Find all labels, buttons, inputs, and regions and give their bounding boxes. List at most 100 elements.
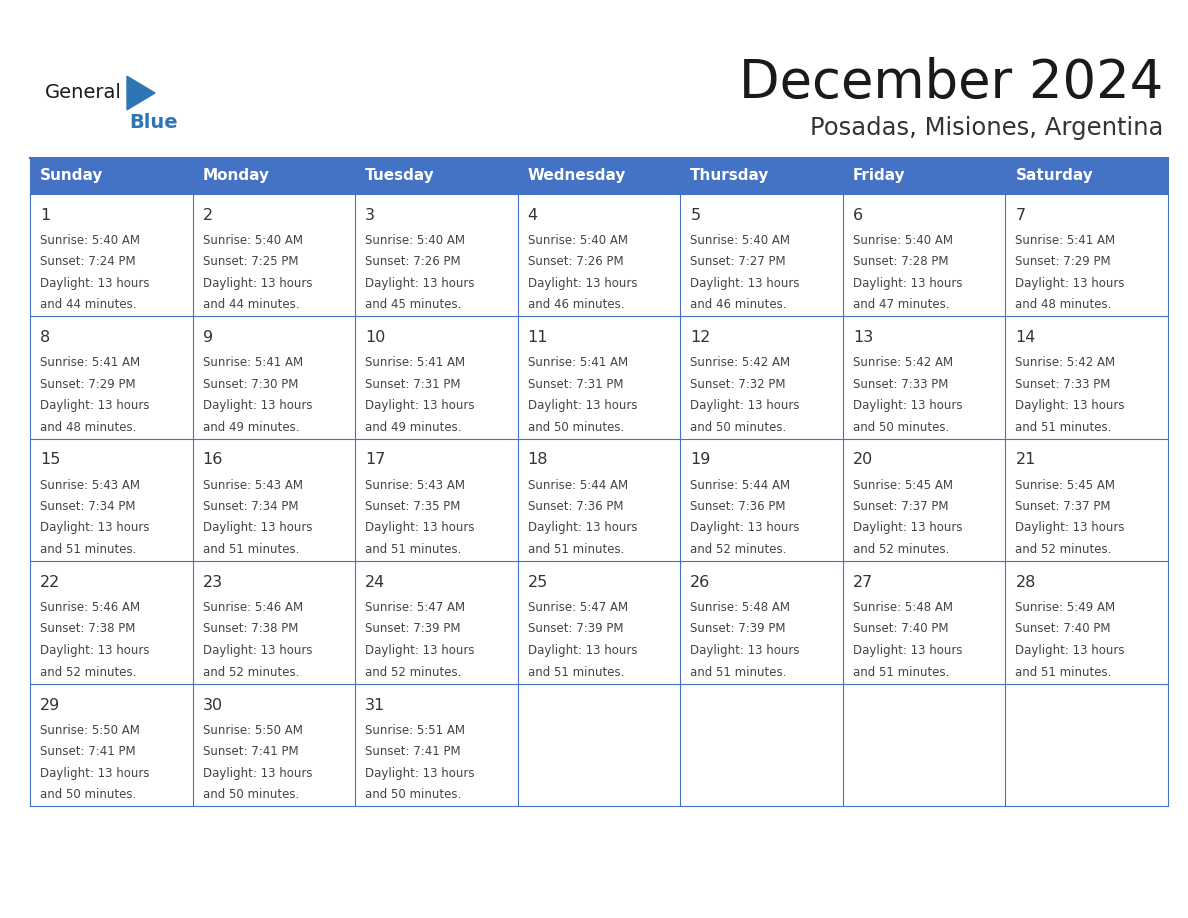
Text: Sunrise: 5:42 AM: Sunrise: 5:42 AM xyxy=(1016,356,1116,369)
Text: Daylight: 13 hours: Daylight: 13 hours xyxy=(40,399,150,412)
Text: Daylight: 13 hours: Daylight: 13 hours xyxy=(203,399,312,412)
Text: Sunset: 7:39 PM: Sunset: 7:39 PM xyxy=(527,622,624,635)
Text: 31: 31 xyxy=(365,698,385,712)
Text: and 46 minutes.: and 46 minutes. xyxy=(527,298,624,311)
Text: 25: 25 xyxy=(527,575,548,590)
Text: Sunrise: 5:41 AM: Sunrise: 5:41 AM xyxy=(365,356,466,369)
Text: and 49 minutes.: and 49 minutes. xyxy=(203,420,299,433)
Text: and 44 minutes.: and 44 minutes. xyxy=(40,298,137,311)
Text: and 45 minutes.: and 45 minutes. xyxy=(365,298,461,311)
Bar xyxy=(1005,158,1168,194)
Text: Sunset: 7:25 PM: Sunset: 7:25 PM xyxy=(203,255,298,268)
Text: Sunset: 7:38 PM: Sunset: 7:38 PM xyxy=(40,622,135,635)
Text: Sunset: 7:24 PM: Sunset: 7:24 PM xyxy=(40,255,135,268)
Text: 11: 11 xyxy=(527,330,548,345)
Text: Sunrise: 5:41 AM: Sunrise: 5:41 AM xyxy=(203,356,303,369)
Text: General: General xyxy=(45,84,122,103)
Text: Daylight: 13 hours: Daylight: 13 hours xyxy=(527,521,637,534)
Text: Sunset: 7:26 PM: Sunset: 7:26 PM xyxy=(527,255,624,268)
Text: Sunset: 7:41 PM: Sunset: 7:41 PM xyxy=(365,745,461,758)
Text: Sunrise: 5:48 AM: Sunrise: 5:48 AM xyxy=(853,601,953,614)
Text: 7: 7 xyxy=(1016,207,1025,222)
Text: Sunset: 7:30 PM: Sunset: 7:30 PM xyxy=(203,377,298,390)
Text: Sunset: 7:26 PM: Sunset: 7:26 PM xyxy=(365,255,461,268)
Text: 29: 29 xyxy=(40,698,61,712)
Text: Posadas, Misiones, Argentina: Posadas, Misiones, Argentina xyxy=(810,116,1163,140)
Text: 18: 18 xyxy=(527,453,548,467)
Text: and 52 minutes.: and 52 minutes. xyxy=(853,543,949,556)
Text: 19: 19 xyxy=(690,453,710,467)
Text: and 48 minutes.: and 48 minutes. xyxy=(40,420,137,433)
Text: and 51 minutes.: and 51 minutes. xyxy=(853,666,949,678)
Text: Sunset: 7:31 PM: Sunset: 7:31 PM xyxy=(365,377,461,390)
Text: and 52 minutes.: and 52 minutes. xyxy=(1016,543,1112,556)
Text: and 49 minutes.: and 49 minutes. xyxy=(365,420,462,433)
Text: 12: 12 xyxy=(690,330,710,345)
Text: 20: 20 xyxy=(853,453,873,467)
Bar xyxy=(518,158,681,194)
Text: Sunset: 7:40 PM: Sunset: 7:40 PM xyxy=(853,622,948,635)
Text: Sunrise: 5:41 AM: Sunrise: 5:41 AM xyxy=(40,356,140,369)
Text: Sunrise: 5:43 AM: Sunrise: 5:43 AM xyxy=(365,478,466,491)
Text: Sunset: 7:37 PM: Sunset: 7:37 PM xyxy=(1016,500,1111,513)
Text: Daylight: 13 hours: Daylight: 13 hours xyxy=(690,399,800,412)
Text: Sunrise: 5:49 AM: Sunrise: 5:49 AM xyxy=(1016,601,1116,614)
Text: Daylight: 13 hours: Daylight: 13 hours xyxy=(853,644,962,657)
Text: 3: 3 xyxy=(365,207,375,222)
Text: Daylight: 13 hours: Daylight: 13 hours xyxy=(203,767,312,779)
Text: and 52 minutes.: and 52 minutes. xyxy=(365,666,461,678)
Polygon shape xyxy=(127,76,154,110)
Text: and 50 minutes.: and 50 minutes. xyxy=(527,420,624,433)
Text: and 51 minutes.: and 51 minutes. xyxy=(1016,420,1112,433)
Text: Sunrise: 5:50 AM: Sunrise: 5:50 AM xyxy=(203,723,303,736)
Text: Daylight: 13 hours: Daylight: 13 hours xyxy=(203,276,312,289)
Text: Sunrise: 5:47 AM: Sunrise: 5:47 AM xyxy=(365,601,466,614)
Text: Sunset: 7:35 PM: Sunset: 7:35 PM xyxy=(365,500,461,513)
Text: and 44 minutes.: and 44 minutes. xyxy=(203,298,299,311)
Text: Sunset: 7:27 PM: Sunset: 7:27 PM xyxy=(690,255,786,268)
Text: Daylight: 13 hours: Daylight: 13 hours xyxy=(40,767,150,779)
Text: Daylight: 13 hours: Daylight: 13 hours xyxy=(365,399,475,412)
Text: and 50 minutes.: and 50 minutes. xyxy=(365,788,461,801)
Text: and 52 minutes.: and 52 minutes. xyxy=(690,543,786,556)
Text: Sunrise: 5:50 AM: Sunrise: 5:50 AM xyxy=(40,723,140,736)
Text: Daylight: 13 hours: Daylight: 13 hours xyxy=(690,276,800,289)
Text: Daylight: 13 hours: Daylight: 13 hours xyxy=(365,644,475,657)
Text: Sunrise: 5:45 AM: Sunrise: 5:45 AM xyxy=(853,478,953,491)
Text: Sunrise: 5:46 AM: Sunrise: 5:46 AM xyxy=(203,601,303,614)
Text: and 50 minutes.: and 50 minutes. xyxy=(690,420,786,433)
Text: and 50 minutes.: and 50 minutes. xyxy=(853,420,949,433)
Text: Sunset: 7:34 PM: Sunset: 7:34 PM xyxy=(40,500,135,513)
Text: Sunset: 7:31 PM: Sunset: 7:31 PM xyxy=(527,377,624,390)
Text: Sunrise: 5:47 AM: Sunrise: 5:47 AM xyxy=(527,601,627,614)
Text: and 52 minutes.: and 52 minutes. xyxy=(203,666,299,678)
Text: 14: 14 xyxy=(1016,330,1036,345)
Text: Daylight: 13 hours: Daylight: 13 hours xyxy=(690,521,800,534)
Text: Sunrise: 5:40 AM: Sunrise: 5:40 AM xyxy=(203,233,303,247)
Text: Sunset: 7:34 PM: Sunset: 7:34 PM xyxy=(203,500,298,513)
Text: Daylight: 13 hours: Daylight: 13 hours xyxy=(365,276,475,289)
Bar xyxy=(30,158,192,194)
Text: and 52 minutes.: and 52 minutes. xyxy=(40,666,137,678)
Text: Daylight: 13 hours: Daylight: 13 hours xyxy=(203,521,312,534)
Text: and 51 minutes.: and 51 minutes. xyxy=(203,543,299,556)
Text: Daylight: 13 hours: Daylight: 13 hours xyxy=(365,767,475,779)
Text: 13: 13 xyxy=(853,330,873,345)
Text: Sunrise: 5:44 AM: Sunrise: 5:44 AM xyxy=(527,478,627,491)
Text: Friday: Friday xyxy=(853,168,905,184)
Text: Wednesday: Wednesday xyxy=(527,168,626,184)
Text: Monday: Monday xyxy=(203,168,270,184)
Text: Sunrise: 5:41 AM: Sunrise: 5:41 AM xyxy=(527,356,627,369)
Bar xyxy=(355,158,518,194)
Text: Sunrise: 5:43 AM: Sunrise: 5:43 AM xyxy=(203,478,303,491)
Text: Sunrise: 5:40 AM: Sunrise: 5:40 AM xyxy=(40,233,140,247)
Text: Daylight: 13 hours: Daylight: 13 hours xyxy=(40,644,150,657)
Text: Sunset: 7:28 PM: Sunset: 7:28 PM xyxy=(853,255,948,268)
Text: Sunrise: 5:41 AM: Sunrise: 5:41 AM xyxy=(1016,233,1116,247)
Text: and 47 minutes.: and 47 minutes. xyxy=(853,298,949,311)
Text: 16: 16 xyxy=(203,453,223,467)
Text: 30: 30 xyxy=(203,698,222,712)
Text: Daylight: 13 hours: Daylight: 13 hours xyxy=(1016,399,1125,412)
Text: Daylight: 13 hours: Daylight: 13 hours xyxy=(690,644,800,657)
Text: Daylight: 13 hours: Daylight: 13 hours xyxy=(527,276,637,289)
